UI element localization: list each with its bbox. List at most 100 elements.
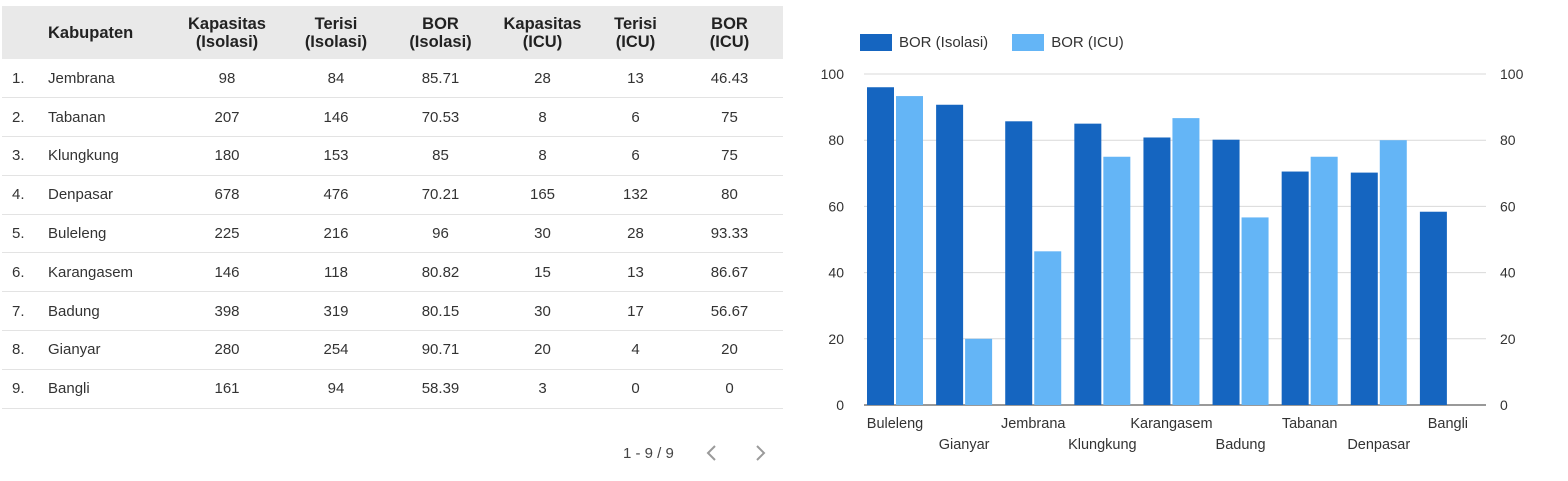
row-kapasitas-isolasi: 180	[214, 147, 240, 165]
row-terisi-isolasi: 153	[323, 147, 349, 165]
row-kapasitas-isolasi: 146	[214, 263, 240, 281]
header-terisi-icu[interactable]: Terisi (ICU)	[614, 14, 657, 51]
x-axis-tick-label: Bangli	[1428, 416, 1468, 432]
bar-bor-isolasi	[1281, 171, 1309, 405]
row-index: 6.	[12, 263, 25, 281]
row-kabupaten: Tabanan	[48, 108, 106, 126]
row-kabupaten: Karangasem	[48, 263, 134, 281]
x-axis-tick-label: Klungkung	[1068, 437, 1137, 453]
legend-label-bor-isolasi: BOR (Isolasi)	[899, 34, 989, 51]
table-row[interactable]: 2. Tabanan 207 146 70.53 8 6 75	[2, 98, 783, 137]
row-terisi-icu: 132	[622, 186, 649, 204]
row-kabupaten: Jembrana	[48, 69, 115, 87]
header-kapasitas-icu[interactable]: Kapasitas (ICU)	[503, 14, 582, 51]
table-row[interactable]: 8. Gianyar 280 254 90.71 20 4 20	[2, 331, 783, 370]
row-bor-icu: 46.43	[710, 69, 749, 87]
table-row[interactable]: 6. Karangasem 146 118 80.82 15 13 86.67	[2, 253, 783, 292]
header-terisi-isolasi[interactable]: Terisi (Isolasi)	[304, 14, 368, 51]
bar-bor-icu	[965, 338, 993, 405]
row-terisi-icu: 6	[631, 147, 640, 165]
table-row[interactable]: 3. Klungkung 180 153 85 8 6 75	[2, 137, 783, 176]
row-bor-icu: 56.67	[710, 302, 749, 320]
row-index: 2.	[12, 108, 25, 126]
row-kapasitas-icu: 30	[534, 225, 551, 243]
header-bor-isolasi[interactable]: BOR (Isolasi)	[409, 14, 472, 51]
pagination: 1 - 9 / 9	[623, 440, 796, 466]
table-row[interactable]: 5. Buleleng 225 216 96 30 28 93.33	[2, 214, 783, 253]
bar-bor-icu	[1103, 156, 1131, 405]
row-kapasitas-isolasi: 161	[214, 380, 240, 398]
row-kapasitas-isolasi: 98	[218, 69, 236, 87]
chart-legend: BOR (Isolasi) BOR (ICU)	[860, 34, 1148, 51]
row-bor-isolasi: 70.21	[421, 186, 460, 204]
bor-bar-chart: BOR (Isolasi) BOR (ICU) 0 20 40 60 80 100 0 20 4…	[800, 20, 1560, 475]
row-terisi-icu: 13	[627, 69, 644, 87]
row-kapasitas-isolasi: 678	[214, 186, 240, 204]
row-kapasitas-icu: 165	[529, 186, 556, 204]
row-kapasitas-icu: 8	[538, 147, 547, 165]
row-kapasitas-icu: 3	[538, 380, 547, 398]
row-terisi-isolasi: 254	[323, 341, 349, 359]
table-row[interactable]: 7. Badung 398 319 80.15 30 17 56.67	[2, 292, 783, 331]
chevron-left-icon[interactable]	[700, 440, 724, 466]
row-bor-icu: 0	[725, 380, 734, 398]
row-kabupaten: Gianyar	[48, 341, 101, 359]
x-axis-tick-label: Jembrana	[1001, 416, 1066, 432]
y2-axis-tick-label: 100	[1500, 66, 1524, 82]
bar-bor-icu	[1034, 251, 1062, 405]
row-terisi-isolasi: 94	[327, 380, 345, 398]
row-kapasitas-isolasi: 207	[214, 108, 240, 126]
row-bor-isolasi: 96	[432, 225, 449, 243]
row-kapasitas-icu: 28	[534, 69, 551, 87]
legend-item-bor-icu[interactable]: BOR (ICU)	[1012, 34, 1124, 51]
row-terisi-isolasi: 476	[323, 186, 349, 204]
row-bor-isolasi: 80.82	[421, 263, 460, 281]
table-row[interactable]: 1. Jembrana 98 84 85.71 28 13 46.43	[2, 59, 783, 98]
row-bor-isolasi: 85	[432, 147, 449, 165]
header-kabupaten[interactable]: Kabupaten	[48, 23, 134, 42]
row-index: 1.	[12, 69, 25, 87]
row-kapasitas-icu: 15	[534, 263, 551, 281]
legend-item-bor-isolasi[interactable]: BOR (Isolasi)	[860, 34, 988, 51]
legend-swatch-bor-icu	[1012, 34, 1045, 51]
row-bor-icu: 75	[721, 108, 738, 126]
bar-bor-icu	[1172, 118, 1200, 405]
row-index: 7.	[12, 302, 25, 320]
header-kapasitas-isolasi[interactable]: Kapasitas (Isolasi)	[188, 14, 266, 51]
row-kapasitas-isolasi: 398	[214, 302, 240, 320]
header-bor-icu[interactable]: BOR (ICU)	[709, 14, 750, 51]
row-kabupaten: Buleleng	[48, 225, 107, 243]
row-bor-isolasi: 70.53	[421, 108, 460, 126]
row-terisi-isolasi: 118	[324, 263, 348, 281]
row-bor-icu: 93.33	[710, 225, 749, 243]
y-axis-tick-label: 0	[836, 397, 844, 413]
table-row[interactable]: 9. Bangli 161 94 58.39 3 0 0	[2, 369, 783, 409]
x-axis-tick-label: Tabanan	[1282, 416, 1338, 432]
y2-axis-tick-label: 20	[1500, 331, 1516, 347]
row-terisi-icu: 0	[631, 380, 640, 398]
kabupaten-table: Kabupaten Kapasitas (Isolasi) Terisi (Isol…	[2, 6, 783, 409]
row-terisi-icu: 6	[631, 108, 640, 126]
x-axis-tick-label: Karangasem	[1130, 416, 1212, 432]
row-index: 3.	[12, 147, 25, 165]
row-index: 8.	[12, 341, 25, 359]
row-terisi-icu: 17	[627, 302, 644, 320]
chevron-right-icon[interactable]	[748, 440, 772, 466]
bar-bor-isolasi	[1074, 123, 1102, 406]
row-kapasitas-icu: 20	[534, 341, 551, 359]
bar-bor-isolasi	[1005, 121, 1033, 405]
y2-axis-tick-label: 80	[1500, 132, 1516, 148]
x-axis-tick-label: Buleleng	[867, 416, 923, 432]
row-bor-icu: 75	[721, 147, 738, 165]
x-axis-tick-label: Badung	[1216, 437, 1266, 453]
bar-bor-icu	[1379, 140, 1407, 405]
row-kapasitas-isolasi: 225	[214, 225, 240, 243]
row-terisi-icu: 13	[627, 263, 644, 281]
bar-bor-isolasi	[936, 104, 964, 405]
row-kabupaten: Badung	[48, 302, 100, 320]
row-bor-icu: 80	[721, 186, 738, 204]
table-row[interactable]: 4. Denpasar 678 476 70.21 165 132 80	[2, 175, 783, 215]
y2-axis-tick-label: 60	[1500, 198, 1516, 214]
row-kabupaten: Denpasar	[48, 186, 114, 204]
y-axis-tick-label: 20	[828, 331, 844, 347]
